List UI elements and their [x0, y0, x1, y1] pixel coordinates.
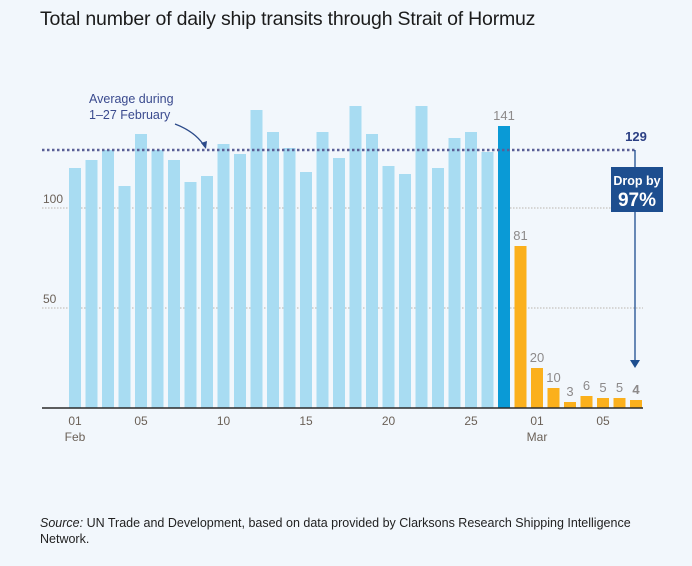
bar-feb-01 [69, 168, 81, 408]
bar-feb-20 [382, 166, 395, 408]
x-tick-label: 10 [217, 414, 231, 428]
bar-feb-02 [85, 160, 98, 408]
y-tick-label: 100 [43, 192, 63, 206]
x-axis-labels: 01 Feb 05 10 15 20 25 01 Mar 05 [65, 414, 610, 444]
x-tick-sublabel: Mar [527, 430, 548, 444]
bar-mar-05 [597, 398, 609, 408]
value-label: 5 [616, 380, 623, 395]
bar-feb-19 [366, 134, 378, 408]
reference-line-group: 129 Average during 1–27 February [42, 92, 647, 152]
bars [69, 106, 642, 408]
bar-feb-16 [316, 132, 329, 408]
bar-feb-27 [498, 126, 510, 408]
bar-feb-17 [333, 158, 345, 408]
drop-callout-line1: Drop by [613, 174, 660, 188]
bar-mar-01 [531, 368, 543, 408]
down-arrow-icon [630, 360, 640, 368]
bar-feb-10 [217, 144, 230, 408]
bar-feb-03 [102, 150, 114, 408]
value-label: 141 [493, 108, 515, 123]
x-tick-label: 25 [464, 414, 478, 428]
bar-feb-04 [118, 186, 131, 408]
y-tick-label: 50 [43, 292, 57, 306]
bar-feb-18 [349, 106, 362, 408]
bar-feb-11 [234, 154, 246, 408]
source-prefix: Source: [40, 516, 84, 530]
annotation-arrow-icon [174, 123, 206, 148]
value-label: 5 [599, 380, 606, 395]
bar-feb-08 [184, 182, 197, 408]
value-label: 6 [583, 378, 590, 393]
value-label: 81 [513, 228, 527, 243]
x-tick-label: 01 [530, 414, 544, 428]
bar-feb-06 [151, 150, 164, 408]
bar-mar-07 [630, 400, 642, 408]
bar-feb-15 [300, 172, 312, 408]
average-annotation-line2: 1–27 February [89, 108, 171, 122]
bar-feb-22 [415, 106, 428, 408]
bar-mar-03 [564, 402, 576, 408]
bar-feb-05 [135, 134, 147, 408]
value-label: 20 [530, 350, 544, 365]
value-label: 4 [632, 382, 640, 397]
chart-title: Total number of daily ship transits thro… [40, 8, 536, 30]
bar-feb-14 [283, 148, 296, 408]
source-note: Source: UN Trade and Development, based … [40, 515, 660, 547]
average-annotation-line1: Average during [89, 92, 174, 106]
value-label: 3 [566, 384, 573, 399]
drop-callout-line2: 97% [618, 190, 656, 211]
value-label: 10 [546, 370, 560, 385]
bar-feb-24 [448, 138, 461, 408]
bar-feb-09 [201, 176, 213, 408]
annotation-arrowhead-icon [201, 141, 207, 149]
x-tick-label: 05 [134, 414, 148, 428]
source-text: UN Trade and Development, based on data … [40, 516, 631, 546]
y-axis-labels: 50 100 [43, 192, 63, 306]
x-tick-label: 20 [382, 414, 396, 428]
bar-feb-07 [168, 160, 180, 408]
bar-mar-02 [547, 388, 560, 408]
x-tick-label: 01 [68, 414, 82, 428]
bar-feb-23 [432, 168, 444, 408]
bar-mar-04 [580, 396, 593, 408]
bar-feb-13 [267, 132, 279, 408]
drop-callout-box [611, 167, 663, 212]
x-tick-label: 15 [299, 414, 313, 428]
average-value-label: 129 [625, 129, 647, 144]
x-tick-sublabel: Feb [65, 430, 86, 444]
drop-callout: Drop by 97% [611, 150, 663, 368]
bar-feb-28 [514, 246, 527, 408]
x-tick-label: 05 [596, 414, 610, 428]
bar-feb-26 [481, 152, 494, 408]
bar-feb-25 [465, 132, 477, 408]
bar-feb-21 [399, 174, 411, 408]
bar-mar-06 [613, 398, 626, 408]
bar-feb-12 [250, 110, 263, 408]
